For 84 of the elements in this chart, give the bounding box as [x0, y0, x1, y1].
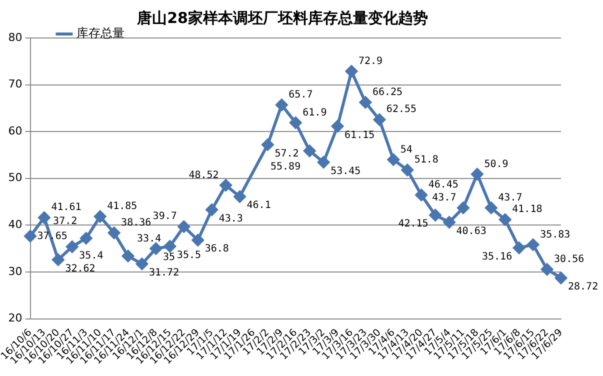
y-tick-label: 20: [8, 312, 22, 325]
data-label: 28.72: [568, 282, 598, 293]
data-label: 41.18: [512, 204, 542, 216]
point: [541, 263, 554, 276]
data-label: 41.85: [107, 201, 138, 212]
point: [387, 154, 400, 166]
data-label: 35.16: [482, 251, 512, 262]
data-label: 55.89: [270, 161, 301, 172]
data-label: 43.3: [218, 213, 243, 224]
point: [527, 238, 540, 251]
data-label: 72.9: [358, 56, 383, 67]
data-label: 54: [400, 144, 412, 156]
point: [220, 179, 232, 192]
data-label: 35: [162, 252, 176, 264]
data-label: 43.7: [432, 192, 456, 204]
data-label: 40.63: [456, 226, 486, 237]
point: [429, 209, 442, 222]
chart-title: 唐山28家样本调坯厂坯料库存总量变化趋势: [136, 8, 428, 27]
data-label: 46.1: [246, 200, 271, 212]
point: [332, 120, 344, 132]
point: [415, 188, 428, 201]
point: [457, 202, 470, 214]
point: [66, 240, 78, 253]
point: [443, 216, 456, 228]
data-label: 48.52: [188, 170, 219, 181]
data-label: 35.4: [79, 250, 104, 262]
point: [178, 220, 190, 233]
data-label: 43.7: [498, 192, 522, 204]
point: [136, 258, 148, 270]
point: [164, 240, 176, 252]
data-label: 35.5: [176, 250, 202, 261]
data-label: 32.62: [65, 263, 96, 274]
y-tick-label: 50: [8, 171, 22, 184]
y-tick-label: 30: [8, 264, 22, 278]
data-label: 42.15: [398, 218, 428, 230]
point: [373, 114, 386, 126]
point: [304, 144, 316, 157]
data-label: 66.25: [372, 86, 403, 98]
data-label: 61.15: [344, 130, 375, 141]
point: [94, 210, 106, 223]
data-label: 50.9: [484, 158, 508, 170]
data-label: 65.7: [288, 90, 313, 101]
data-label: 51.8: [414, 154, 438, 166]
y-tick-label: 60: [8, 124, 22, 138]
point: [80, 232, 92, 244]
point: [555, 272, 567, 284]
point: [122, 250, 134, 262]
data-label: 36.8: [204, 244, 229, 255]
data-label: 46.45: [428, 180, 458, 191]
data-label: 33.4: [137, 234, 162, 245]
data-label: 37.2: [53, 216, 78, 227]
point: [359, 96, 372, 108]
data-label: 53.45: [330, 166, 361, 177]
point: [513, 242, 526, 254]
point: [485, 202, 498, 214]
data-label: 61.9: [302, 107, 327, 118]
data-label: 41.61: [51, 202, 82, 214]
point: [150, 242, 162, 255]
data-label: 30.56: [554, 254, 584, 265]
legend-label: 库存总量: [76, 26, 124, 40]
point: [206, 204, 218, 216]
data-label: 57.2: [274, 148, 299, 160]
point: [234, 190, 246, 203]
point: [471, 168, 484, 180]
point: [24, 230, 36, 242]
data-label: 39.7: [152, 211, 177, 222]
y-tick-label: 70: [8, 78, 22, 91]
point: [290, 116, 302, 129]
point: [192, 234, 204, 246]
point: [499, 214, 512, 226]
data-label: 35.83: [540, 229, 570, 240]
point: [345, 65, 358, 78]
y-tick-label: 80: [8, 30, 22, 44]
data-label: 31.72: [148, 268, 180, 279]
point: [276, 98, 288, 111]
point: [401, 164, 414, 176]
data-label: 62.55: [386, 104, 417, 116]
point: [52, 254, 64, 266]
data-label: 38.36: [121, 217, 152, 228]
point: [38, 212, 50, 224]
point: [262, 138, 274, 151]
point: [108, 226, 120, 239]
y-tick-label: 40: [8, 218, 22, 232]
point: [318, 156, 330, 168]
